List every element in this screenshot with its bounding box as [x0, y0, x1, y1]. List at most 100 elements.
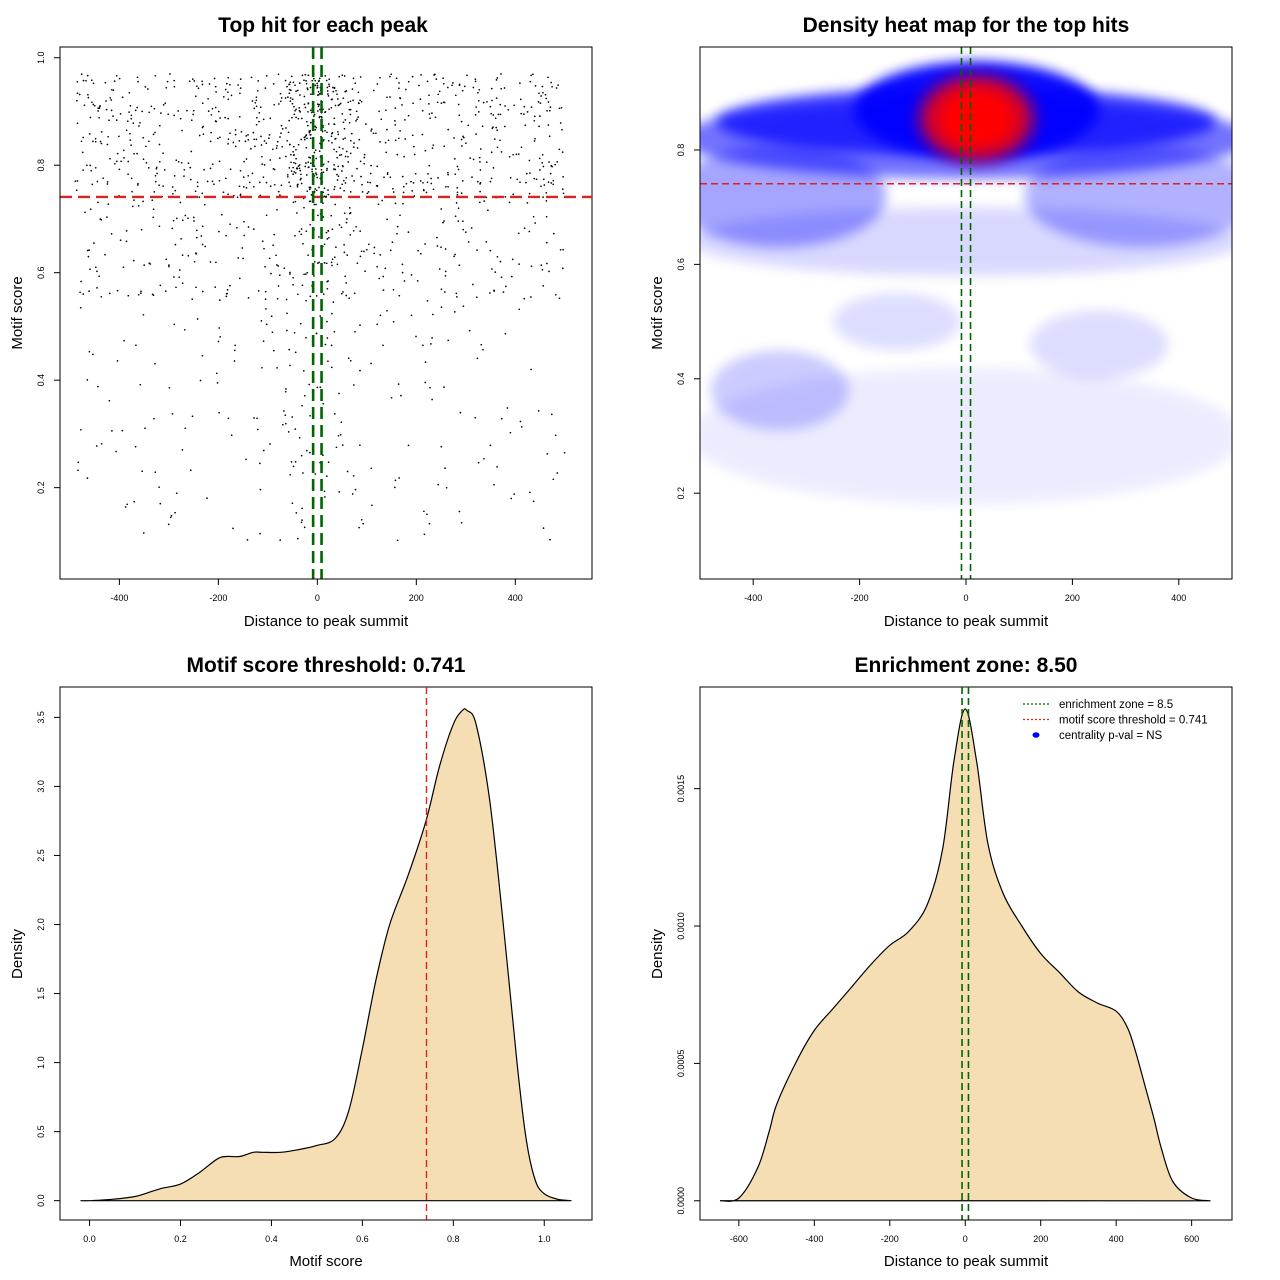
scatter-point	[486, 100, 488, 103]
y-tick-label: 3.0	[36, 780, 46, 793]
scatter-point	[193, 80, 196, 82]
y-tick-label: 0.4	[36, 374, 46, 387]
scatter-point	[438, 90, 441, 93]
scatter-point	[91, 101, 93, 104]
scatter-point	[277, 265, 280, 267]
scatter-point	[548, 161, 550, 163]
scatter-point	[186, 109, 188, 112]
scatter-point	[289, 364, 291, 367]
scatter-point	[316, 262, 319, 265]
scatter-point	[290, 461, 293, 463]
scatter-point	[173, 175, 176, 177]
scatter-point	[177, 110, 180, 112]
scatter-point	[348, 121, 351, 124]
scatter-point	[370, 164, 372, 167]
scatter-point	[140, 292, 142, 294]
scatter-point	[512, 153, 514, 156]
scatter-point	[431, 112, 433, 114]
y-tick-label: 0.0005	[676, 1050, 686, 1078]
scatter-point	[191, 78, 194, 80]
x-tick-label: 0	[963, 1234, 968, 1244]
scatter-point	[300, 454, 303, 457]
scatter-point	[306, 87, 309, 89]
scatter-point	[551, 85, 553, 88]
scatter-point	[177, 160, 180, 163]
scatter-point	[245, 187, 248, 189]
scatter-point	[309, 133, 312, 136]
scatter-point	[398, 82, 400, 84]
scatter-point	[485, 161, 488, 164]
x-tick-label: 0.0	[83, 1234, 96, 1244]
y-tick-label: 1.0	[36, 1056, 46, 1069]
scatter-point	[428, 103, 430, 105]
scatter-point	[391, 241, 394, 243]
scatter-point	[345, 221, 348, 224]
scatter-point	[405, 88, 407, 91]
scatter-point	[358, 138, 361, 141]
scatter-point	[526, 111, 529, 113]
scatter-point	[478, 88, 481, 91]
scatter-point	[530, 265, 533, 268]
scatter-point	[302, 472, 304, 474]
scatter-point	[558, 148, 561, 151]
scatter-point	[443, 220, 445, 222]
scatter-point	[229, 168, 232, 171]
scatter-point	[269, 443, 271, 445]
scatter-point	[122, 266, 125, 269]
x-tick-label: 400	[1109, 1234, 1124, 1244]
scatter-point	[127, 160, 130, 163]
scatter-point	[307, 254, 309, 257]
scatter-point	[140, 228, 143, 231]
scatter-point	[286, 175, 289, 178]
legend: enrichment zone = 8.5 motif score thresho…	[1023, 699, 1208, 742]
scatter-point	[462, 305, 465, 308]
scatter-point	[471, 176, 473, 178]
scatter-point	[109, 157, 111, 160]
scatter-point	[308, 156, 310, 159]
scatter-point	[552, 478, 555, 481]
scatter-point	[284, 414, 287, 417]
scatter-point	[233, 349, 236, 352]
scatter-point	[89, 116, 92, 119]
scatter-point	[476, 357, 479, 360]
scatter-point	[556, 161, 559, 163]
scatter-point	[279, 136, 281, 138]
scatter-point	[530, 296, 532, 298]
distance-density-title: Enrichment zone: 8.50	[855, 654, 1078, 677]
scatter-point	[135, 344, 137, 347]
scatter-point	[222, 96, 225, 98]
scatter-point	[126, 120, 129, 123]
scatter-point	[250, 76, 253, 79]
scatter-point	[316, 386, 319, 389]
scatter-point	[422, 181, 424, 184]
scatter-point	[549, 106, 552, 108]
scatter-point	[479, 161, 481, 163]
scatter-point	[357, 91, 360, 94]
scatter-point	[190, 119, 193, 122]
scatter-point	[300, 233, 303, 236]
scatter-point	[191, 415, 194, 418]
scatter-point	[308, 188, 311, 191]
scatter-point	[343, 189, 345, 192]
scatter-point	[93, 104, 96, 107]
scatter-point	[558, 297, 561, 300]
scatter-point	[442, 77, 444, 80]
scatter-point	[493, 138, 496, 140]
scatter-point	[86, 164, 88, 167]
scatter-point	[109, 97, 112, 99]
scatter-point	[510, 275, 513, 278]
scatter-point	[262, 340, 265, 343]
scatter-point	[457, 103, 460, 106]
x-tick-label: 400	[508, 593, 523, 603]
scatter-point	[318, 186, 320, 189]
scatter-point	[259, 462, 261, 465]
scatter-point	[323, 490, 326, 493]
scatter-point	[407, 80, 410, 83]
scatter-point	[288, 88, 291, 91]
density-fill	[719, 709, 1211, 1202]
scatter-point	[286, 139, 289, 142]
distance-density-y-label: Density	[649, 928, 666, 979]
scatter-point	[528, 159, 531, 162]
scatter-point	[292, 283, 294, 286]
scatter-point	[334, 168, 337, 171]
